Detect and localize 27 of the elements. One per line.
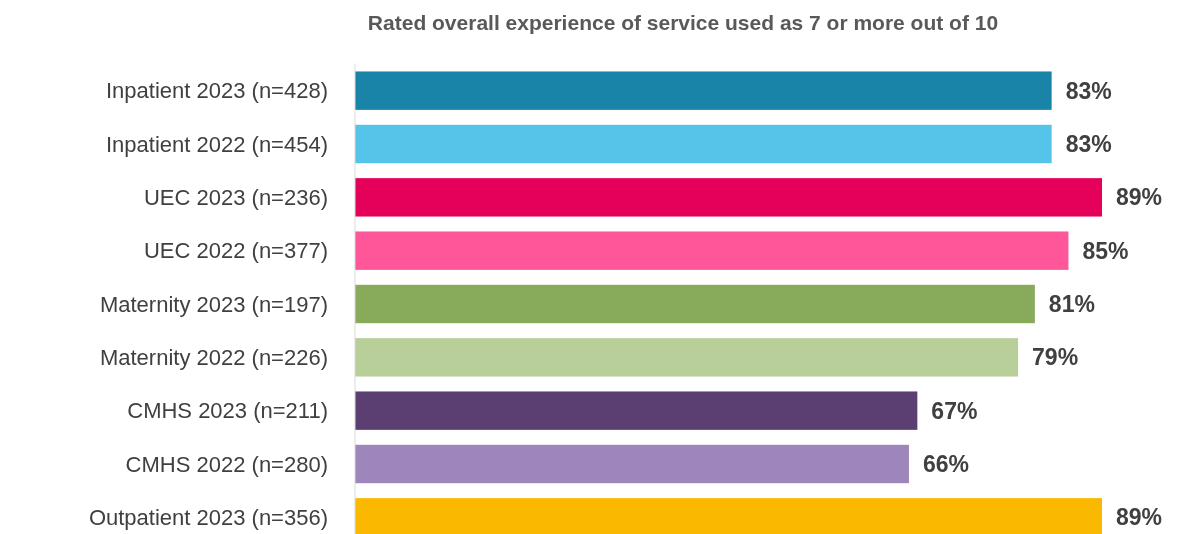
bar bbox=[355, 444, 909, 484]
y-tick-label: Inpatient 2023 (n=428) bbox=[105, 78, 328, 104]
y-tick-label: UEC 2022 (n=377) bbox=[143, 238, 328, 264]
data-label: 83% bbox=[1065, 131, 1112, 158]
y-tick-label: CMHS 2023 (n=211) bbox=[127, 398, 328, 424]
bar bbox=[355, 284, 1035, 324]
y-tick-label: Inpatient 2022 (n=454) bbox=[105, 131, 328, 157]
data-label: 81% bbox=[1048, 291, 1095, 318]
y-tick-label: UEC 2023 (n=236) bbox=[143, 185, 328, 211]
data-label: 89% bbox=[1116, 504, 1163, 531]
bar bbox=[355, 71, 1052, 110]
y-tick-label: Maternity 2022 (n=226) bbox=[99, 345, 328, 371]
y-tick-label: CMHS 2022 (n=280) bbox=[125, 451, 328, 477]
bar bbox=[355, 178, 1102, 217]
y-tick-label: Maternity 2023 (n=197) bbox=[99, 291, 328, 317]
data-label: 83% bbox=[1065, 77, 1112, 104]
bar bbox=[355, 391, 918, 430]
data-label: 66% bbox=[922, 451, 969, 478]
chart-title: Rated overall experience of service used as 7 or more out of 10 bbox=[367, 11, 999, 34]
data-label: 79% bbox=[1032, 344, 1079, 371]
data-label: 67% bbox=[931, 397, 978, 424]
y-tick-label: Outpatient 2023 (n=356) bbox=[88, 505, 328, 531]
bar bbox=[355, 124, 1052, 164]
bar bbox=[355, 231, 1069, 270]
bar bbox=[355, 338, 1019, 377]
data-label: 85% bbox=[1082, 237, 1129, 264]
data-label: 89% bbox=[1116, 184, 1163, 211]
